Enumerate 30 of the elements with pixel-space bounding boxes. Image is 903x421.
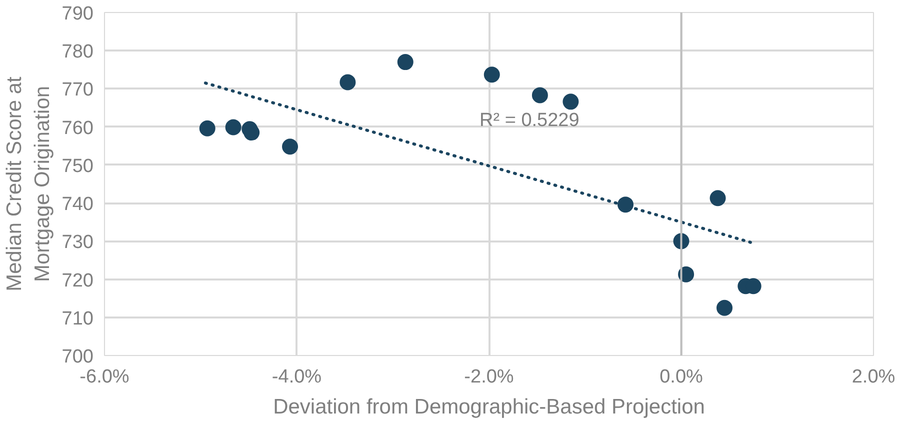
y-tick-label: 740 <box>62 194 94 216</box>
annotation: R² = 0.5229 <box>480 110 580 131</box>
x-tick-label: 2.0% <box>852 366 896 388</box>
point <box>484 66 500 83</box>
point <box>617 196 634 213</box>
y-tick-label: 770 <box>62 80 94 101</box>
point <box>225 119 242 136</box>
y-tick-label: 790 <box>62 4 94 24</box>
y-tick-label: 710 <box>62 308 94 330</box>
y-tick-label: 730 <box>62 232 94 254</box>
point <box>282 138 298 155</box>
point <box>199 120 216 136</box>
y-axis-title: Median Credit Score at Mortgage Origination <box>3 76 54 292</box>
x-tick-label: -6.0% <box>80 366 130 388</box>
point <box>562 94 579 110</box>
point <box>397 54 414 70</box>
x-tick-label: -2.0% <box>464 366 514 388</box>
point <box>716 300 733 316</box>
y-tick-label: 780 <box>62 42 94 63</box>
x-tick-label: -4.0% <box>272 366 322 388</box>
y-tick-label: 700 <box>62 346 94 368</box>
point <box>340 74 356 90</box>
point <box>710 190 726 206</box>
point <box>244 124 260 141</box>
y-tick-label: 720 <box>62 270 94 292</box>
x-axis-title: Deviation from Demographic-Based Projection <box>273 396 705 418</box>
x-tick-label: 0.0% <box>660 366 704 388</box>
point <box>532 87 548 104</box>
y-tick-label: 750 <box>62 156 94 177</box>
y-tick-label: 760 <box>62 118 94 139</box>
